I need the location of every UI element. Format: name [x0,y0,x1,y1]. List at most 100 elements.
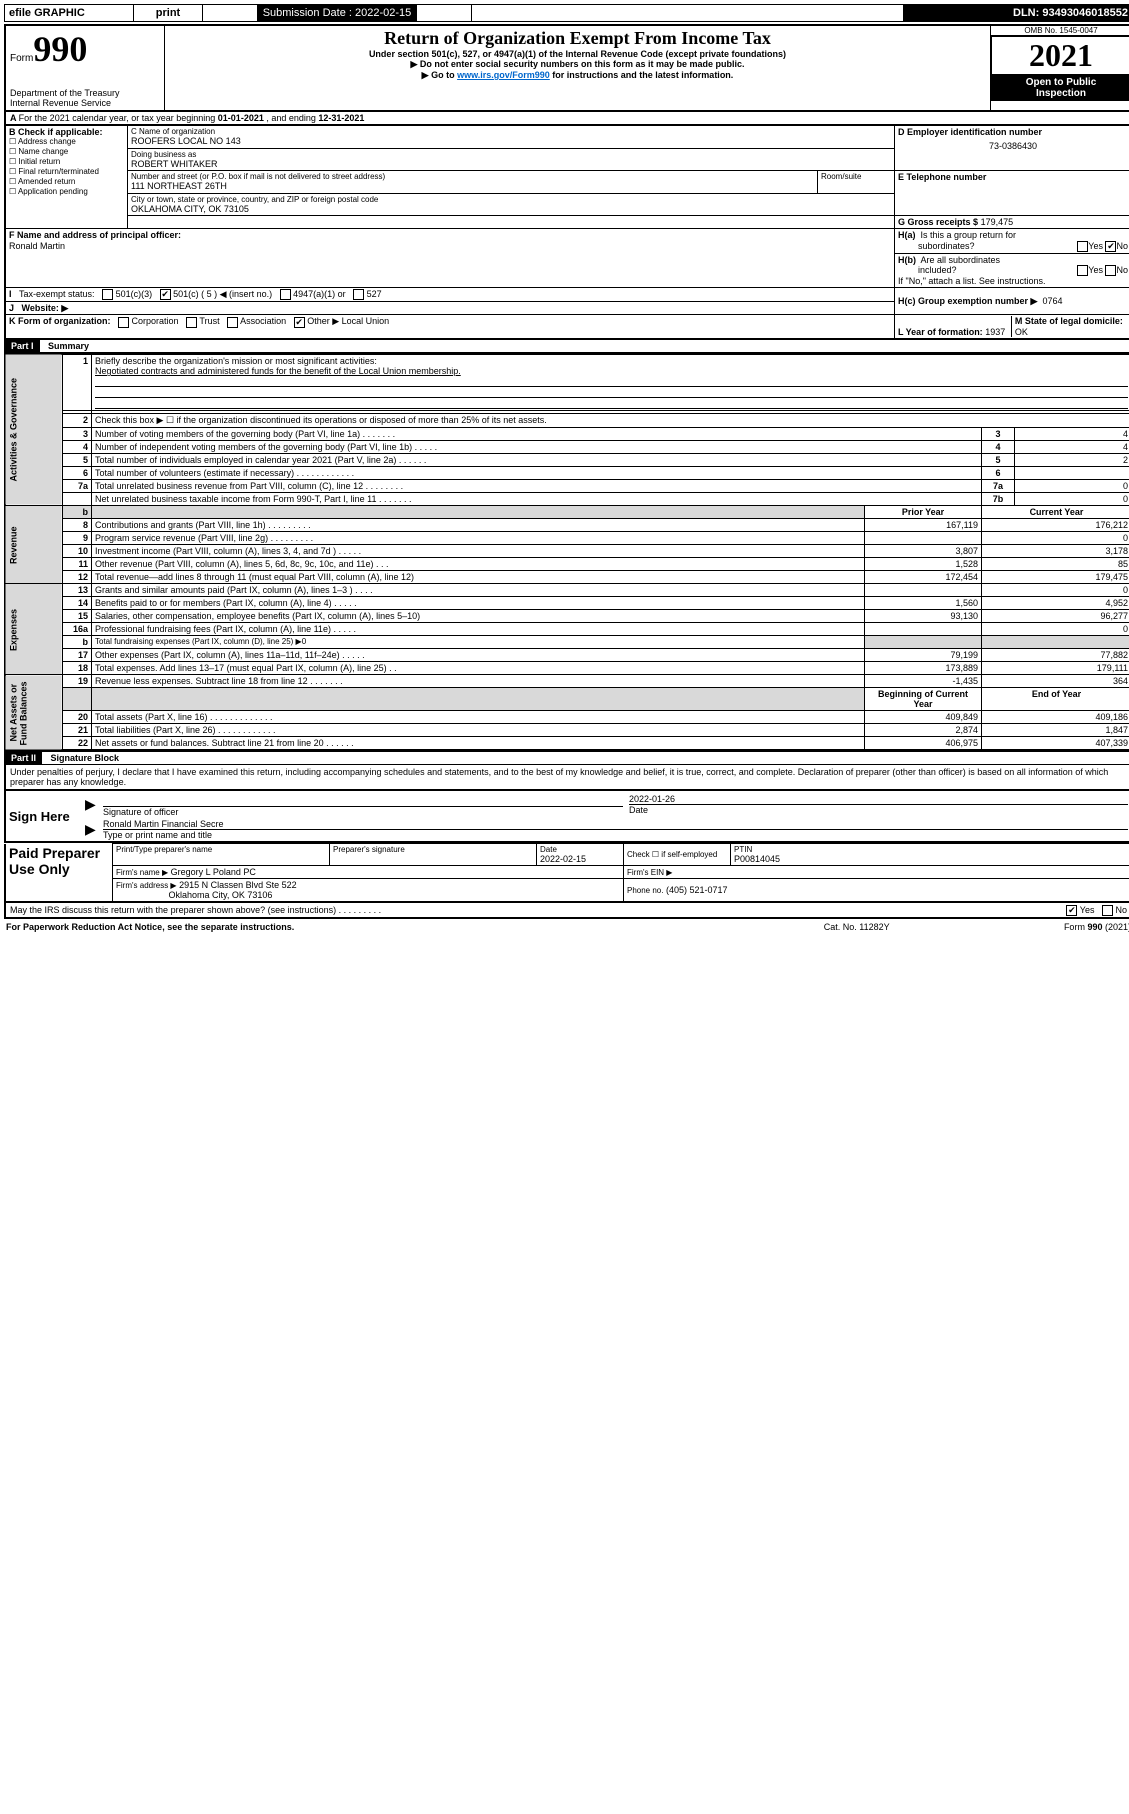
b-app[interactable]: ☐ Application pending [9,187,124,197]
paid-preparer: Paid Preparer Use Only Print/Type prepar… [4,843,1129,903]
irs-link[interactable]: www.irs.gov/Form990 [457,70,550,80]
d-lbl: D Employer identification number [898,127,1128,137]
i-4947[interactable] [280,289,291,300]
firm-addr2: Oklahoma City, OK 73106 [169,890,273,900]
b-label: B Check if applicable: [9,127,124,137]
omb: OMB No. 1545-0047 [991,26,1129,36]
open-inspection: Open to Public Inspection [991,75,1129,101]
prep-name-lbl: Print/Type preparer's name [116,845,326,854]
dba: ROBERT WHITAKER [131,159,891,169]
sign-here-lbl: Sign Here [5,791,82,842]
form-foot: Form 990 (2021) [948,921,1129,933]
b-addr[interactable]: ☐ Address change [9,137,124,147]
org-name: ROOFERS LOCAL NO 143 [131,136,891,146]
g-lbl: G Gross receipts $ [898,217,978,227]
ptin: P00814045 [734,854,1128,864]
la-begin: 01-01-2021 [218,113,264,123]
phone-lbl: Phone no. [627,886,663,895]
firm-name-lbl: Firm's name ▶ [116,868,168,877]
page-title: Return of Organization Exempt From Incom… [171,28,984,49]
f-lbl: F Name and address of principal officer: [9,230,181,240]
mission: Negotiated contracts and administered fu… [95,366,461,376]
ha-yes[interactable] [1077,241,1088,252]
b-init[interactable]: ☐ Initial return [9,157,124,167]
b-amend[interactable]: ☐ Amended return [9,177,124,187]
i-501c[interactable]: ✔ [160,289,171,300]
prep-sig-lbl: Preparer's signature [333,845,533,854]
l-lbl: L Year of formation: [898,327,983,337]
part2-hdr: Part II [5,752,42,764]
sub-date: 2022-02-15 [355,7,411,19]
form-label: Form [10,53,33,64]
l1-lbl: Briefly describe the organization's miss… [95,356,377,366]
sub3: ▶ Go to www.irs.gov/Form990 for instruct… [171,70,984,81]
sig-officer-lbl: Signature of officer [103,806,623,817]
part1-table: Activities & Governance 1 Briefly descri… [4,353,1129,751]
dept-label: Department of the Treasury Internal Reve… [10,88,160,108]
col-beg: Beginning of Current Year [865,688,982,711]
vlab-activities: Activities & Governance [5,354,63,506]
print-button[interactable]: print [134,5,203,22]
sub2: ▶ Do not enter social security numbers o… [171,59,984,70]
room-lbl: Room/suite [821,172,891,181]
k-other[interactable]: ✔ [294,317,305,328]
vlab-expenses: Expenses [5,584,63,675]
table-row: 17Other expenses (Part IX, column (A), l… [5,649,1129,662]
ha-no[interactable]: ✔ [1105,241,1116,252]
hb-yes[interactable] [1077,265,1088,276]
sub3a: ▶ Go to [422,70,457,80]
dln: DLN: 93493046018552 [904,5,1129,22]
l2-lbl: Check this box ▶ ☐ if the organization d… [92,414,1129,428]
may-yes[interactable]: ✔ [1066,905,1077,916]
c-name-lbl: C Name of organization [131,127,891,136]
table-row: 6Total number of volunteers (estimate if… [5,467,1129,480]
line-a: A For the 2021 calendar year, or tax yea… [4,112,1129,125]
la-b: , and ending [264,113,319,123]
table-row: 14Benefits paid to or for members (Part … [5,597,1129,610]
vlab-revenue: Revenue [5,506,63,584]
sub-label: Submission Date : [263,7,352,19]
may-irs-row: May the IRS discuss this return with the… [4,903,1129,919]
may-no[interactable] [1102,905,1113,916]
self-emp[interactable]: Check ☐ if self-employed [624,844,731,866]
part1-hdr: Part I [5,340,40,352]
gross-receipts: 179,475 [981,217,1014,227]
b-name[interactable]: ☐ Name change [9,147,124,157]
k-trust[interactable] [186,317,197,328]
dba-lbl: Doing business as [131,150,891,159]
table-row: 21Total liabilities (Part X, line 26) . … [5,724,1129,737]
table-row: 15Salaries, other compensation, employee… [5,610,1129,623]
submission-date: Submission Date : 2022-02-15 [203,5,472,22]
table-row: 7aTotal unrelated business revenue from … [5,480,1129,493]
form-number: 990 [33,29,87,69]
table-row: 9Program service revenue (Part VIII, lin… [5,532,1129,545]
vlab-net: Net Assets or Fund Balances [5,675,63,751]
b-final[interactable]: ☐ Final return/terminated [9,167,124,177]
table-row: 10Investment income (Part VIII, column (… [5,545,1129,558]
form-header: Form990 Department of the Treasury Inter… [4,24,1129,112]
part1-name: Summary [42,341,89,351]
box-b: B Check if applicable: ☐ Address change … [5,126,128,229]
k-corp[interactable] [118,317,129,328]
table-row: Net Assets or Fund Balances 19Revenue le… [5,675,1129,688]
phone: (405) 521-0717 [666,885,728,895]
table-row: 4Number of independent voting members of… [5,441,1129,454]
efile-label: efile GRAPHIC [5,5,134,22]
date-lbl: Date [629,804,1128,815]
table-row: 16aProfessional fundraising fees (Part I… [5,623,1129,636]
dln-label: DLN: [1013,7,1039,19]
firm-addr1: 2915 N Classen Blvd Ste 522 [179,880,297,890]
ein: 73-0386430 [898,141,1128,151]
k-assoc[interactable] [227,317,238,328]
table-row: 20Total assets (Part X, line 16) . . . .… [5,711,1129,724]
sub1: Under section 501(c), 527, or 4947(a)(1)… [171,49,984,59]
table-row: 22Net assets or fund balances. Subtract … [5,737,1129,751]
sig-date: 2022-01-26 [629,794,1128,804]
hb-no[interactable] [1105,265,1116,276]
j-lbl: Website: ▶ [22,303,69,313]
i-527[interactable] [353,289,364,300]
ptin-lbl: PTIN [734,845,1128,854]
i-501c3[interactable] [102,289,113,300]
city-lbl: City or town, state or province, country… [131,195,891,204]
tax-year: 2021 [991,36,1129,75]
